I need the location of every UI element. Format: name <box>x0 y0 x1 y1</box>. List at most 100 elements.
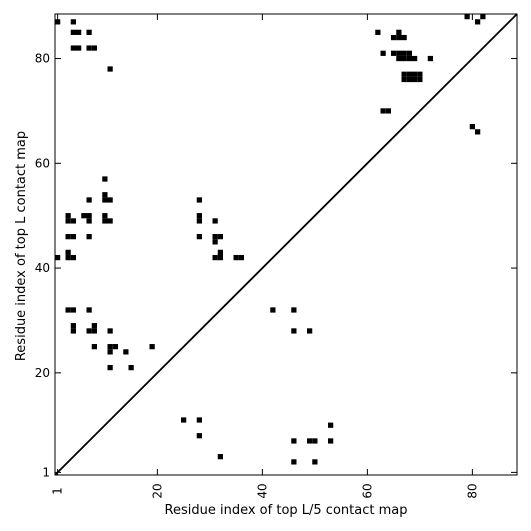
contact-marks <box>55 14 486 465</box>
x-tick-label: 1 <box>51 487 65 495</box>
contact-cell-upper <box>128 364 134 371</box>
contact-cell-upper <box>217 249 223 255</box>
contact-cell-upper <box>55 19 61 25</box>
contact-cell-upper <box>76 29 82 35</box>
contact-cell-upper <box>196 234 202 240</box>
contact-cell-lower <box>391 34 397 41</box>
contact-cell-lower <box>291 328 297 334</box>
contact-cell-upper <box>86 307 92 313</box>
contact-cell-lower <box>406 71 412 77</box>
contact-cell-lower <box>401 55 407 62</box>
contact-cell-upper <box>86 45 92 51</box>
x-tick-label: 60 <box>360 483 374 498</box>
contact-cell-lower <box>380 50 386 56</box>
contact-cell-lower <box>312 438 318 444</box>
contact-cell-upper <box>65 254 71 261</box>
x-axis-label: Residue index of top L/5 contact map <box>165 503 408 518</box>
contact-cell-lower <box>307 438 313 444</box>
contact-cell-upper <box>217 254 223 261</box>
contact-cell-upper <box>65 218 71 224</box>
contact-cell-lower <box>464 14 470 20</box>
y-tick-label: 40 <box>35 261 50 275</box>
y-axis-label: Residue index of top L contact map <box>14 131 29 361</box>
contact-cell-lower <box>291 459 297 465</box>
contact-cell-upper <box>70 323 76 329</box>
x-tick-label: 80 <box>465 483 479 498</box>
contact-cell-upper <box>65 249 71 255</box>
contact-cell-lower <box>401 76 407 83</box>
contact-cell-upper <box>70 29 76 35</box>
contact-cell-upper <box>107 349 113 355</box>
contact-cell-upper <box>212 218 218 224</box>
contact-cell-upper <box>102 218 108 224</box>
contact-cell-upper <box>86 218 92 224</box>
contact-cell-upper <box>70 234 76 240</box>
contact-cell-upper <box>55 254 61 261</box>
contact-cell-lower <box>391 50 397 56</box>
contact-cell-upper <box>76 45 82 51</box>
contact-cell-lower <box>375 29 381 35</box>
contact-cell-lower <box>401 50 407 56</box>
contact-cell-upper <box>102 197 108 203</box>
contact-cell-lower <box>396 34 402 41</box>
contact-cell-upper <box>107 66 113 72</box>
contact-cell-upper <box>102 192 108 198</box>
contact-cell-upper <box>91 344 97 350</box>
contact-cell-lower <box>406 76 412 83</box>
contact-cell-upper <box>70 19 76 25</box>
contact-cell-upper <box>86 197 92 203</box>
contact-cell-upper <box>196 197 202 203</box>
contact-cell-upper <box>65 307 71 313</box>
contact-cell-lower <box>401 34 407 41</box>
y-axis-ticks: 1 20 40 60 80 <box>35 52 517 479</box>
contact-cell-lower <box>217 454 223 460</box>
contact-cell-upper <box>65 213 71 219</box>
contact-cell-lower <box>328 422 334 428</box>
contact-cell-upper <box>81 213 87 219</box>
contact-cell-upper <box>86 328 92 334</box>
contact-cell-upper <box>107 197 113 203</box>
contact-cell-upper <box>86 29 92 35</box>
x-axis-ticks: 1 20 40 60 80 <box>51 14 479 499</box>
contact-cell-lower <box>291 438 297 444</box>
contact-cell-lower <box>181 417 187 423</box>
x-tick-label: 40 <box>255 483 269 498</box>
contact-cell-upper <box>70 307 76 313</box>
contact-cell-upper <box>65 234 71 240</box>
contact-cell-lower <box>312 459 318 465</box>
contact-cell-lower <box>412 55 418 62</box>
contact-cell-upper <box>102 213 108 219</box>
contact-cell-lower <box>406 55 412 62</box>
contact-cell-lower <box>417 71 423 77</box>
contact-cell-lower <box>270 307 276 313</box>
plot-frame <box>54 13 518 476</box>
y-tick-label: 20 <box>35 366 50 380</box>
contact-cell-lower <box>417 76 423 83</box>
contact-cell-lower <box>291 307 297 313</box>
contact-cell-lower <box>380 108 386 114</box>
contact-cell-upper <box>149 344 155 350</box>
contact-cell-upper <box>107 364 113 371</box>
contact-cell-lower <box>401 71 407 77</box>
contact-cell-upper <box>70 218 76 224</box>
contact-cell-lower <box>412 76 418 83</box>
contact-cell-lower <box>480 14 486 20</box>
contact-cell-lower <box>469 124 475 130</box>
contact-cell-lower <box>396 55 402 62</box>
contact-cell-lower <box>406 50 412 56</box>
contact-cell-lower <box>385 108 391 114</box>
y-tick-label: 60 <box>35 156 50 170</box>
contact-cell-upper <box>70 328 76 334</box>
contact-cell-upper <box>91 328 97 334</box>
y-tick-label: 1 <box>42 465 50 479</box>
contact-cell-lower <box>396 29 402 35</box>
contact-cell-upper <box>102 176 108 182</box>
contact-cell-upper <box>123 349 129 355</box>
contact-cell-upper <box>196 213 202 219</box>
contact-cell-lower <box>475 129 481 135</box>
contact-cell-upper <box>107 328 113 334</box>
y-tick-label: 80 <box>35 52 50 66</box>
contact-cell-upper <box>217 234 223 240</box>
contact-cell-lower <box>196 417 202 423</box>
